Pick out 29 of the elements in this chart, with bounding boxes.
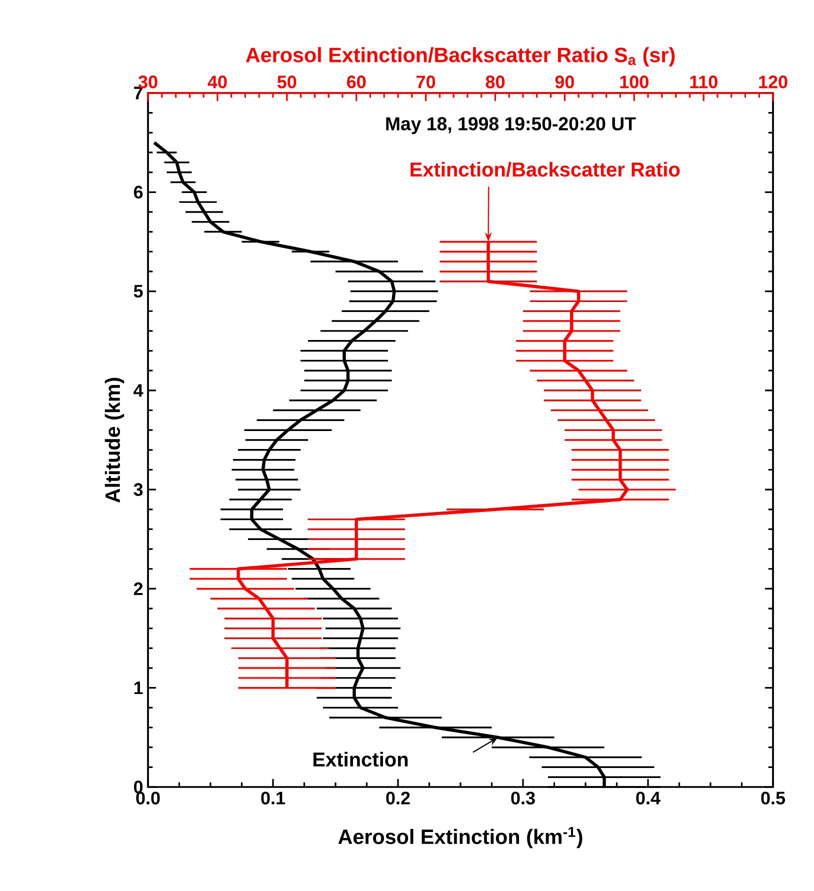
x-tick-label: 0.2 (386, 792, 410, 804)
y-tick-label: 2 (134, 582, 143, 595)
x-tick-label: 0.5 (761, 792, 786, 804)
x-tick-label: 0.3 (511, 792, 535, 804)
y-tick-label: 6 (134, 186, 143, 199)
y-tick-label: 4 (134, 384, 144, 397)
x2-tick-label: 70 (416, 76, 436, 88)
x2-axis-title: Aerosol Extinction/Backscatter Ratio S$_{a}$ (sr) (246, 47, 675, 66)
x2-tick-label: 80 (486, 76, 505, 88)
text: Extinction/Backscatter Ratio (410, 162, 680, 177)
x2-tick-label: 100 (620, 76, 648, 88)
y-tick-label: 5 (134, 285, 143, 298)
y-tick-label: 3 (134, 483, 143, 496)
x2-tick-label: 30 (138, 76, 158, 88)
y-tick-label: 0 (134, 780, 143, 794)
x2-tick-label: 50 (277, 76, 296, 88)
annotation: May 18, 1998 19:50-20:20 UT (386, 117, 636, 134)
x2-tick-label: 60 (346, 76, 366, 88)
x-axis-title: Aerosol Extinction (km$^{-1}$) (338, 826, 582, 848)
y-axis-title: Altitude (km) (104, 378, 124, 503)
x-tick-label: 0.4 (636, 792, 660, 804)
x2-tick-label: 90 (555, 76, 574, 88)
x-tick-label: 0.0 (136, 792, 160, 804)
series-label: Extinction (314, 752, 408, 767)
x2-tick-label: 110 (690, 76, 718, 88)
y-tick-label: 1 (134, 682, 143, 694)
x2-tick-label: 120 (759, 76, 788, 88)
x-tick-label: 0.1 (261, 792, 286, 804)
x2-tick-label: 40 (208, 76, 227, 88)
